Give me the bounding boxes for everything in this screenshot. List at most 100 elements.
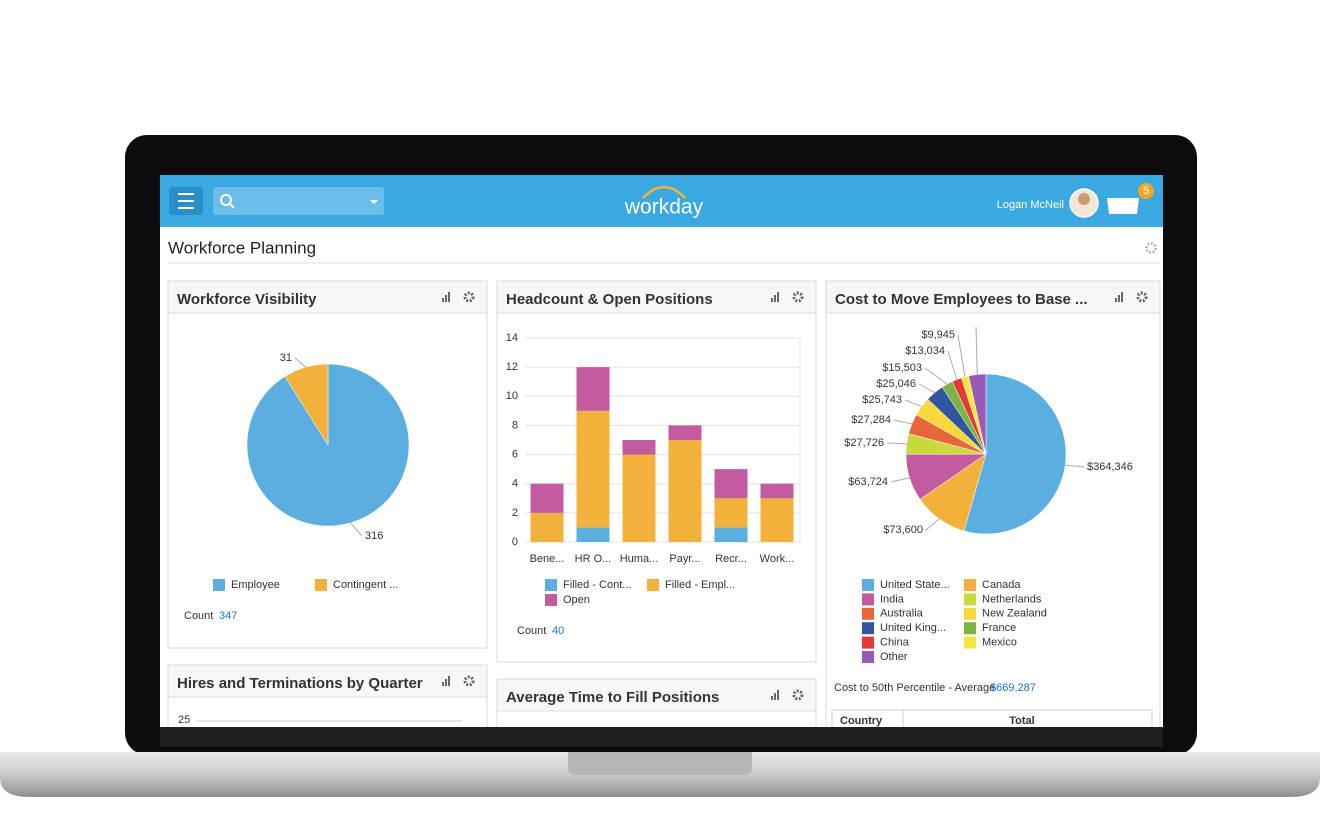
leader-line (886, 442, 907, 445)
screen: workday Logan McNeil 5 Workforce Plannin… (160, 175, 1163, 727)
y-tick-label: 8 (512, 419, 518, 431)
y-tick-label: 4 (512, 478, 518, 490)
chart-icon[interactable] (442, 676, 450, 686)
pie-slice (284, 363, 329, 446)
search-box[interactable] (213, 187, 384, 215)
bezel-bottom (160, 727, 1163, 747)
notification-count: 5 (1143, 185, 1149, 197)
x-tick-label: Bene... (530, 553, 565, 565)
leader-line (925, 518, 940, 531)
legend-swatch (862, 636, 874, 649)
settings-icon[interactable] (463, 675, 475, 687)
total-value[interactable]: 347 (219, 610, 237, 622)
total-label: Count (184, 610, 213, 622)
data-label: $25,046 (876, 378, 916, 390)
settings-icon[interactable] (792, 291, 804, 303)
legend-swatch (964, 593, 976, 606)
leader-line (350, 522, 363, 537)
settings-icon[interactable] (792, 689, 804, 701)
table (831, 709, 1153, 727)
widget-header (826, 281, 1160, 313)
legend-label: Employee (231, 579, 280, 591)
total-label: Cost to 50th Percentile - Average (834, 682, 995, 694)
bar-segment (576, 367, 610, 411)
chart-icon-bar (448, 676, 450, 686)
widget-header (168, 281, 487, 313)
chart-icon[interactable] (771, 292, 779, 302)
bar-segment (714, 498, 748, 528)
legend-label: New Zealand (982, 608, 1047, 620)
inbox-icon[interactable] (1107, 198, 1139, 214)
total-value[interactable]: $669,287 (990, 682, 1036, 694)
legend-swatch (964, 636, 976, 649)
leader-line (918, 383, 935, 394)
data-label: $13,034 (905, 345, 945, 357)
widget-title: Workforce Visibility (177, 291, 317, 308)
legend-swatch (545, 594, 557, 606)
chart-icon-bar (1121, 292, 1123, 302)
legend-label: China (880, 637, 910, 649)
data-label: 31 (280, 352, 292, 364)
legend-swatch (862, 593, 874, 606)
y-tick-label: 0 (512, 536, 518, 548)
widget-header (497, 281, 816, 313)
legend-swatch (545, 579, 557, 591)
total-value[interactable]: 40 (552, 625, 564, 637)
chart-icon[interactable] (442, 292, 450, 302)
legend-swatch (213, 579, 225, 591)
chart-icon-bar (448, 292, 450, 302)
pie-slice (246, 363, 410, 527)
legend-label: United King... (880, 622, 946, 634)
settings-icon[interactable] (1145, 242, 1157, 254)
chart-icon-bar (1118, 295, 1120, 302)
chart-icon[interactable] (771, 690, 779, 700)
x-tick-label: HR O... (575, 553, 612, 565)
legend-swatch (862, 622, 874, 635)
widget-title: Cost to Move Employees to Base ... (835, 291, 1088, 308)
legend-swatch (647, 579, 659, 591)
legend-label: Canada (982, 579, 1021, 591)
settings-icon[interactable] (463, 291, 475, 303)
legend-label: United State... (880, 579, 950, 591)
widget-title: Headcount & Open Positions (506, 291, 713, 308)
chart-icon-bar (442, 682, 444, 686)
widget-title: Average Time to Fill Positions (506, 689, 719, 706)
chart-icon-bar (771, 696, 773, 700)
badge (1138, 183, 1154, 199)
chart-icon[interactable] (1115, 292, 1123, 302)
legend-swatch (964, 622, 976, 635)
leader-line (975, 326, 978, 375)
bar-segment (622, 454, 656, 542)
data-label: $25,743 (862, 394, 902, 406)
bar-segment (714, 527, 748, 542)
settings-icon[interactable] (1136, 291, 1148, 303)
x-tick-label: Payr... (669, 553, 700, 565)
chart-icon-bar (777, 292, 779, 302)
chart-icon-bar (445, 295, 447, 302)
leader-line (957, 334, 966, 377)
data-label: $63,724 (848, 476, 888, 488)
page-title: Workforce Planning (168, 238, 316, 257)
legend-swatch (862, 607, 874, 620)
bar-segment (760, 498, 794, 542)
data-label: $15,503 (882, 362, 922, 374)
legend-swatch (964, 607, 976, 620)
chart-icon-bar (777, 690, 779, 700)
y-tick-label: 6 (512, 448, 518, 460)
bar-segment (668, 440, 702, 542)
table-header: Country (840, 715, 883, 727)
x-tick-label: Recr... (715, 553, 747, 565)
chart-icon-bar (774, 693, 776, 700)
data-label: $73,600 (883, 524, 923, 536)
chart-icon-bar (774, 295, 776, 302)
leader-line (893, 419, 912, 425)
user-name[interactable]: Logan McNeil (997, 199, 1064, 211)
x-tick-label: Huma... (620, 553, 659, 565)
chart-icon-bar (771, 298, 773, 302)
leader-line (890, 477, 910, 483)
y-tick-label: 12 (506, 361, 518, 373)
laptop-notch (568, 752, 752, 775)
legend-swatch (862, 651, 874, 663)
logo[interactable]: workday (624, 196, 704, 219)
